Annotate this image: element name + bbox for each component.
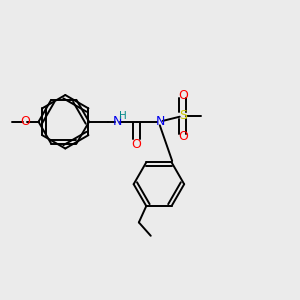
- Text: O: O: [178, 130, 188, 143]
- Text: S: S: [179, 109, 187, 122]
- Text: O: O: [132, 138, 142, 151]
- Text: H: H: [119, 111, 127, 122]
- Text: O: O: [178, 88, 188, 101]
- Text: N: N: [112, 115, 122, 128]
- Text: O: O: [20, 115, 30, 128]
- Text: N: N: [156, 115, 165, 128]
